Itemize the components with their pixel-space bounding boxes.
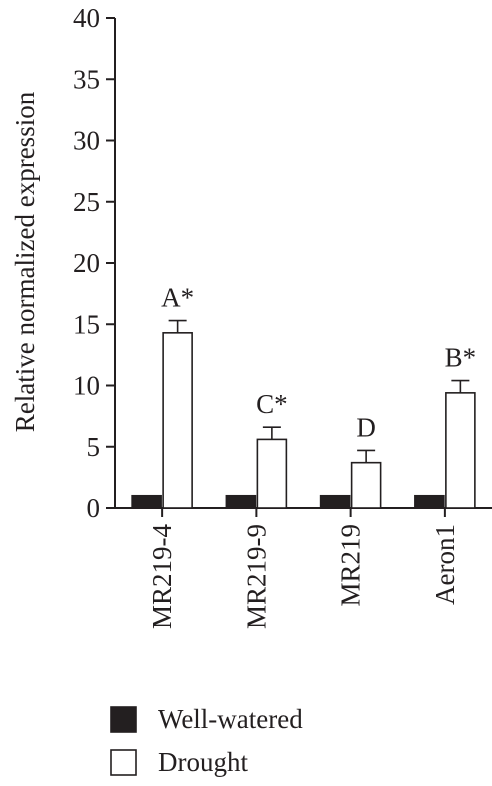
legend-label-drought: Drought [158,747,248,777]
bar-drought-1 [162,332,193,509]
y-tick-label: 10 [73,371,100,401]
y-tick-label: 25 [73,187,100,217]
legend-swatch-well-watered [110,706,137,733]
y-axis-label: Relative normalized expression [10,91,40,432]
y-tick-label: 5 [87,432,101,462]
legend: Well-watered Drought [110,704,303,777]
category-label-3: MR219 [336,524,366,607]
y-tick-label: 40 [73,3,100,33]
y-tick-label: 0 [87,493,101,523]
y-tick-label: 30 [73,126,100,156]
bars [131,319,476,509]
annotation-4: B* [445,343,477,373]
bar-drought-4 [445,392,476,509]
legend-label-well-watered: Well-watered [158,704,303,734]
bar-well-watered-4 [414,494,445,509]
axes: 0 5 10 15 20 25 30 35 40 [73,3,492,523]
bar-well-watered-2 [225,494,257,509]
annotation-1: A* [161,283,194,313]
y-tick-label: 15 [73,309,100,339]
category-label-4: Aeron1 [430,524,460,605]
annotation-2: C* [256,389,288,419]
y-tick-label: 35 [73,64,100,94]
category-label-1: MR219-4 [147,524,177,630]
bar-well-watered-1 [131,494,162,509]
y-tick-label: 20 [73,248,100,278]
bar-well-watered-3 [319,494,351,509]
legend-swatch-drought [110,749,137,776]
bar-drought-2 [256,438,288,509]
annotation-3: D [356,412,376,442]
labels: A* MR219-4 C* MR219-9 D MR219 B* Aeron1 [147,283,476,629]
bar-drought-3 [350,461,382,509]
category-label-2: MR219-9 [241,524,271,629]
